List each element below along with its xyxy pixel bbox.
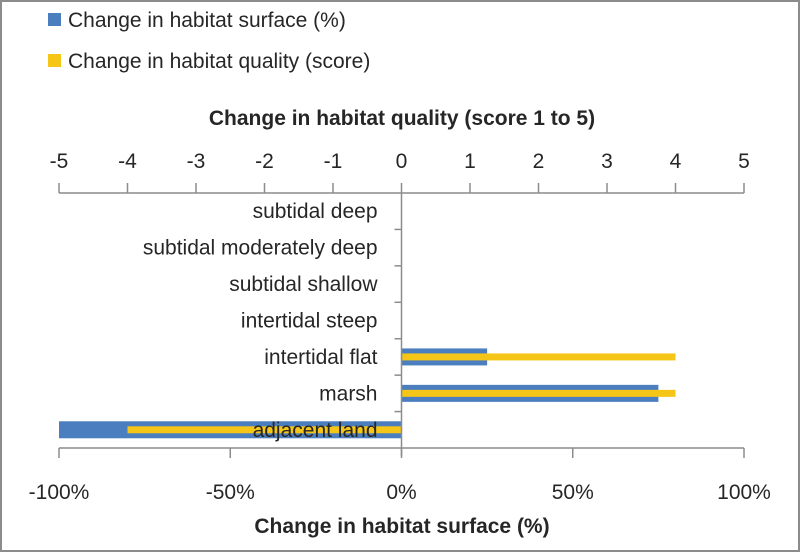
category-label: adjacent land bbox=[253, 419, 378, 442]
bar-quality bbox=[401, 353, 676, 361]
top-axis-tick-label: 2 bbox=[533, 150, 545, 173]
top-axis-tick-label: 3 bbox=[601, 150, 613, 173]
legend-swatch-surface bbox=[48, 13, 61, 26]
category-axis bbox=[394, 193, 403, 456]
legend-label-surface: Change in habitat surface (%) bbox=[68, 9, 346, 32]
legend: Change in habitat surface (%) Change in … bbox=[48, 9, 370, 73]
bars bbox=[59, 348, 676, 439]
top-axis-tick-label: -5 bbox=[50, 150, 69, 173]
top-axis-tick-label: -1 bbox=[324, 150, 343, 173]
category-label: marsh bbox=[319, 382, 377, 405]
bottom-axis-tick-label: 100% bbox=[717, 481, 771, 504]
top-axis-tick-label: -4 bbox=[118, 150, 137, 173]
legend-swatch-quality bbox=[48, 54, 61, 67]
bottom-axis-tick-label: -100% bbox=[29, 481, 90, 504]
category-label: subtidal moderately deep bbox=[143, 237, 378, 260]
bottom-axis-title: Change in habitat surface (%) bbox=[254, 515, 549, 538]
top-axis-tick-label: 4 bbox=[670, 150, 682, 173]
top-axis-tick-label: 1 bbox=[464, 150, 476, 173]
top-axis-tick-label: -3 bbox=[187, 150, 206, 173]
bottom-axis: -100% -50% 0% 50% 100% bbox=[29, 447, 771, 504]
bottom-axis-tick-label: 0% bbox=[386, 481, 416, 504]
category-label: intertidal steep bbox=[241, 310, 378, 333]
category-labels: subtidal deep subtidal moderately deep sub… bbox=[143, 200, 378, 442]
category-label: intertidal flat bbox=[264, 346, 377, 369]
top-axis-tick-label: -2 bbox=[255, 150, 274, 173]
bar-quality bbox=[127, 426, 402, 434]
bar-quality bbox=[401, 389, 676, 397]
top-axis: -5 -4 -3 -2 -1 0 1 2 3 4 5 bbox=[50, 150, 750, 194]
top-axis-tick-label: 0 bbox=[396, 150, 408, 173]
category-label: subtidal deep bbox=[253, 200, 378, 223]
legend-label-quality: Change in habitat quality (score) bbox=[68, 50, 370, 73]
bottom-axis-tick-label: 50% bbox=[552, 481, 594, 504]
top-axis-tick-label: 5 bbox=[738, 150, 750, 173]
bottom-axis-tick-label: -50% bbox=[206, 481, 255, 504]
top-axis-title: Change in habitat quality (score 1 to 5) bbox=[209, 107, 595, 130]
category-label: subtidal shallow bbox=[229, 273, 378, 296]
